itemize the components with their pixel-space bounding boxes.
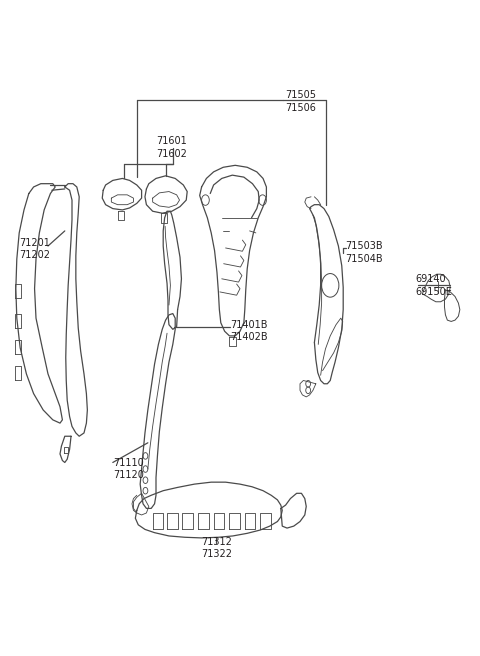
Text: 71401B
71402B: 71401B 71402B	[230, 320, 268, 342]
Text: 71505
71506: 71505 71506	[286, 91, 317, 113]
Text: 71110
71120: 71110 71120	[113, 458, 144, 480]
Text: 71601
71602: 71601 71602	[156, 136, 187, 159]
Text: 71312
71322: 71312 71322	[202, 537, 233, 559]
Text: 71503B
71504B: 71503B 71504B	[346, 241, 383, 264]
Text: 71201
71202: 71201 71202	[19, 238, 50, 260]
Text: 69140
69150E: 69140 69150E	[415, 274, 452, 297]
